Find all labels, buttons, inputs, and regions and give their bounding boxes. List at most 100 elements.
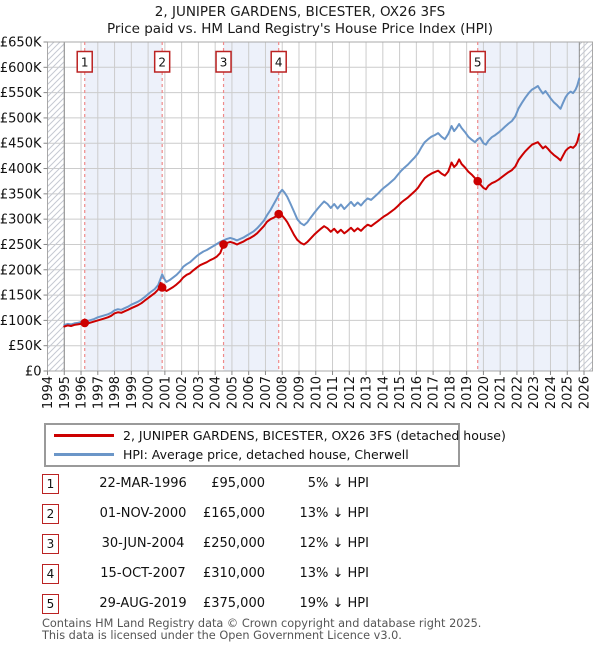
sale-number-badge: 1: [42, 474, 59, 494]
sale-date: 15-OCT-2007: [100, 566, 186, 581]
property-line-swatch: [54, 434, 114, 437]
sale-price: £375,000: [202, 596, 265, 611]
y-axis-label: £0: [25, 365, 42, 380]
sale-point-dot: [157, 283, 167, 292]
sale-hpi-diff: 12% ↓ HPI: [299, 536, 369, 551]
x-axis-label: 2013: [360, 376, 375, 409]
x-axis-label: 2006: [242, 376, 257, 409]
sale-point-dot: [473, 176, 483, 186]
sale-marker-number: 4: [275, 56, 283, 70]
no-data-hatch-left: [47, 42, 65, 371]
sale-hpi-diff: 13% ↓ HPI: [299, 566, 369, 581]
x-axis-label: 2023: [527, 376, 542, 409]
sale-marker-number: 3: [220, 56, 228, 70]
x-axis-label: 2017: [427, 376, 442, 409]
table-row: 4 15-OCT-2007 £310,000 13% ↓ HPI: [42, 564, 372, 594]
y-axis-label: £300K: [0, 213, 42, 228]
hpi-line-swatch: [54, 453, 114, 456]
sale-point-dot: [274, 209, 284, 219]
price-chart: 1 2 3 4 5 £0 £50K £100K £150K £200K £250K £300K £350…: [0, 36, 593, 409]
sale-marker-flag: [153, 50, 171, 73]
x-axis-label: 2021: [494, 376, 509, 409]
y-axis-label: £150K: [0, 289, 42, 304]
sale-point-dot: [80, 318, 90, 328]
x-axis-label: 2007: [259, 376, 274, 409]
x-axis-label: 2001: [158, 376, 173, 409]
x-axis-label: 2024: [544, 376, 559, 409]
y-axis-label: £50K: [8, 339, 42, 354]
ownership-band: [477, 42, 580, 371]
legend-item-hpi: HPI: Average price, detached house, Cher…: [46, 447, 458, 463]
sale-number-badge: 3: [42, 534, 59, 554]
legend-label-hpi: HPI: Average price, detached house, Cher…: [123, 447, 409, 462]
x-axis-label: 2008: [276, 376, 291, 409]
sale-marker-flag: [76, 50, 93, 73]
license-footer: Contains HM Land Registry data © Crown c…: [42, 617, 482, 643]
sale-hpi-diff: 13% ↓ HPI: [299, 506, 369, 521]
y-axis-label: £250K: [0, 238, 42, 253]
no-data-hatch-right: [579, 42, 593, 371]
x-axis-label: 2005: [225, 376, 240, 409]
table-row: 2 01-NOV-2000 £165,000 13% ↓ HPI: [42, 504, 372, 534]
sale-point-dot: [219, 240, 228, 249]
x-axis-label: 2012: [343, 376, 358, 409]
footer-line-2: This data is licensed under the Open Gov…: [42, 629, 402, 643]
y-axis-label: £600K: [0, 61, 42, 76]
x-axis-label: 2022: [510, 376, 525, 409]
sale-price: £95,000: [211, 476, 265, 491]
x-axis-label: 2009: [292, 376, 307, 409]
y-axis-label: £350K: [0, 187, 42, 202]
chart-legend: 2, JUNIPER GARDENS, BICESTER, OX26 3FS (…: [44, 423, 506, 467]
x-axis-label: 2019: [460, 376, 475, 409]
table-row: 1 22-MAR-1996 £95,000 5% ↓ HPI: [42, 474, 372, 504]
sale-marker-number: 1: [81, 56, 89, 70]
x-axis-label: 1994: [41, 376, 56, 409]
x-axis-label: 2014: [376, 376, 391, 409]
sale-date: 01-NOV-2000: [99, 506, 187, 521]
y-axis-label: £550K: [0, 86, 42, 101]
hpi-line: [63, 77, 581, 326]
x-axis-label: 2018: [443, 376, 458, 409]
legend-label-property: 2, JUNIPER GARDENS, BICESTER, OX26 3FS (…: [123, 428, 506, 443]
y-axis-label: £100K: [0, 314, 42, 329]
legend-item-property: 2, JUNIPER GARDENS, BICESTER, OX26 3FS (…: [46, 428, 506, 444]
sale-marker-flag: [270, 50, 287, 73]
sale-price: £250,000: [202, 536, 265, 551]
x-axis-label: 2016: [410, 376, 425, 409]
page-subtitle: Price paid vs. HM Land Registry's House …: [107, 21, 493, 37]
footer-line-1: Contains HM Land Registry data © Crown c…: [42, 617, 482, 630]
x-axis-label: 1999: [125, 376, 140, 409]
sale-price: £165,000: [202, 506, 265, 521]
table-row: 3 30-JUN-2004 £250,000 12% ↓ HPI: [42, 534, 372, 564]
x-axis-label: 1997: [91, 376, 106, 409]
x-axis-label: 2015: [393, 376, 408, 409]
x-axis-label: 2000: [142, 376, 157, 409]
y-axis-label: £650K: [0, 36, 42, 51]
x-axis-label: 2026: [578, 376, 593, 409]
sale-marker-flag: [215, 50, 232, 73]
sale-hpi-diff: 5% ↓ HPI: [307, 476, 369, 491]
y-axis-label: £500K: [0, 111, 42, 126]
sale-marker-number: 2: [158, 56, 166, 70]
x-axis-label: 2004: [209, 376, 224, 409]
sale-date: 29-AUG-2019: [99, 596, 187, 611]
y-axis-label: £200K: [0, 263, 42, 278]
ownership-band: [223, 42, 279, 371]
sales-table: 1 22-MAR-1996 £95,000 5% ↓ HPI 2 01-NOV-…: [42, 474, 372, 624]
sale-date: 22-MAR-1996: [99, 476, 187, 491]
y-axis-label: £450K: [0, 137, 42, 152]
sale-price: £310,000: [202, 566, 265, 581]
x-axis-label: 2020: [477, 376, 492, 409]
x-axis-label: 2010: [309, 376, 324, 409]
y-axis-label: £400K: [0, 162, 42, 177]
x-axis-label: 1995: [58, 376, 73, 409]
x-axis-label: 2011: [326, 376, 341, 409]
x-axis-label: 1996: [75, 376, 90, 409]
sale-marker-number: 5: [474, 56, 482, 70]
sale-number-badge: 4: [42, 564, 59, 584]
property-price-line: [63, 133, 581, 328]
x-axis-label: 2025: [561, 376, 576, 409]
sale-marker-flag: [469, 50, 486, 73]
table-row: 5 29-AUG-2019 £375,000 19% ↓ HPI: [42, 594, 372, 624]
